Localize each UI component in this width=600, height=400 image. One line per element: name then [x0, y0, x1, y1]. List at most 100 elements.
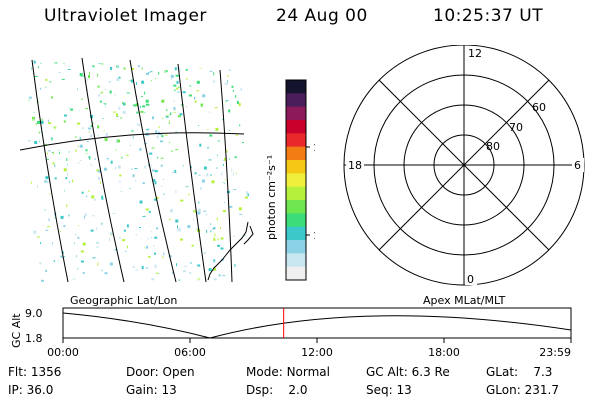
- emission-speckle: [96, 227, 98, 231]
- emission-speckle: [179, 68, 181, 72]
- emission-speckle: [49, 81, 52, 83]
- emission-speckle: [117, 65, 119, 69]
- colorbar-cell: [286, 160, 306, 174]
- emission-speckle: [126, 60, 128, 62]
- emission-speckle: [238, 207, 242, 211]
- emission-speckle: [135, 103, 139, 107]
- emission-speckle: [82, 242, 86, 246]
- emission-speckle: [76, 255, 78, 258]
- emission-speckle: [74, 242, 75, 244]
- emission-speckle: [161, 185, 163, 188]
- emission-speckle: [45, 180, 49, 184]
- emission-speckle: [203, 210, 207, 212]
- emission-speckle: [133, 104, 137, 107]
- emission-speckle: [53, 152, 55, 155]
- emission-speckle: [118, 181, 122, 183]
- emission-speckle: [26, 125, 27, 127]
- emission-speckle: [96, 242, 100, 244]
- emission-speckle: [188, 193, 190, 196]
- emission-speckle: [166, 70, 167, 73]
- emission-speckle: [47, 150, 51, 152]
- emission-speckle: [161, 135, 164, 138]
- emission-speckle: [252, 52, 255, 54]
- emission-speckle: [125, 250, 127, 252]
- emission-speckle: [199, 143, 202, 147]
- emission-speckle: [24, 101, 26, 103]
- emission-speckle: [191, 244, 194, 247]
- emission-speckle: [197, 211, 201, 215]
- emission-speckle: [203, 166, 207, 170]
- meridian-line: [219, 69, 233, 283]
- emission-speckle: [63, 120, 66, 123]
- emission-speckle: [89, 156, 91, 160]
- emission-speckle: [194, 172, 197, 175]
- emission-speckle: [39, 50, 42, 52]
- emission-speckle: [39, 262, 42, 265]
- emission-speckle: [61, 251, 64, 254]
- time-tick-label: 06:00: [174, 346, 206, 359]
- emission-speckle: [198, 174, 201, 176]
- emission-speckle: [33, 273, 36, 276]
- emission-speckle: [144, 111, 146, 113]
- emission-speckle: [232, 90, 234, 92]
- emission-speckle: [57, 259, 59, 262]
- emission-speckle: [187, 225, 191, 229]
- emission-speckle: [213, 278, 217, 282]
- emission-speckle: [98, 56, 100, 57]
- emission-speckle: [222, 210, 226, 213]
- emission-speckle: [80, 250, 84, 253]
- colorbar-cell: [286, 266, 306, 281]
- info-flt: Flt: 1356: [8, 365, 62, 379]
- emission-speckle: [213, 227, 216, 230]
- emission-speckle: [137, 123, 141, 126]
- emission-speckle: [53, 259, 55, 262]
- emission-speckle: [52, 162, 55, 165]
- emission-speckle: [229, 205, 233, 208]
- emission-speckle: [234, 264, 236, 267]
- emission-speckle: [87, 190, 90, 192]
- emission-speckle: [44, 209, 46, 211]
- emission-speckle: [79, 160, 82, 161]
- emission-speckle: [207, 129, 209, 131]
- emission-speckle: [126, 54, 128, 55]
- emission-speckle: [104, 138, 108, 142]
- emission-speckle: [182, 165, 184, 167]
- label-backdrop: [465, 273, 477, 285]
- emission-speckle: [72, 278, 76, 280]
- emission-speckle: [159, 140, 163, 143]
- mlt-label-6: 6: [574, 159, 581, 172]
- emission-speckle: [133, 54, 134, 55]
- emission-speckle: [94, 158, 96, 160]
- emission-speckle: [123, 67, 126, 70]
- emission-speckle: [158, 71, 160, 75]
- emission-speckle: [159, 51, 162, 53]
- emission-speckle: [40, 51, 42, 54]
- emission-speckle: [126, 92, 130, 94]
- emission-speckle: [148, 56, 150, 58]
- emission-speckle: [248, 142, 249, 143]
- emission-speckle: [45, 86, 47, 88]
- emission-speckle: [61, 78, 65, 80]
- emission-speckle: [135, 180, 137, 183]
- emission-speckle: [238, 103, 241, 107]
- emission-speckle: [221, 172, 223, 176]
- emission-speckle: [235, 134, 238, 136]
- emission-speckle: [35, 123, 37, 125]
- emission-speckle: [207, 147, 209, 149]
- emission-speckle: [129, 145, 131, 146]
- emission-speckle: [217, 154, 218, 156]
- emission-speckle: [63, 168, 67, 172]
- emission-speckle: [27, 191, 28, 195]
- colorbar-gradient: [286, 80, 306, 281]
- emission-speckle: [220, 237, 224, 240]
- emission-speckle: [197, 278, 201, 280]
- emission-speckle: [169, 219, 172, 221]
- emission-speckle: [154, 181, 157, 185]
- emission-speckle: [120, 116, 122, 119]
- emission-speckle: [41, 131, 42, 133]
- emission-speckle: [161, 117, 163, 119]
- label-backdrop: [346, 158, 364, 172]
- emission-speckle: [114, 93, 116, 96]
- emission-speckle: [147, 62, 148, 65]
- emission-speckle: [220, 61, 224, 64]
